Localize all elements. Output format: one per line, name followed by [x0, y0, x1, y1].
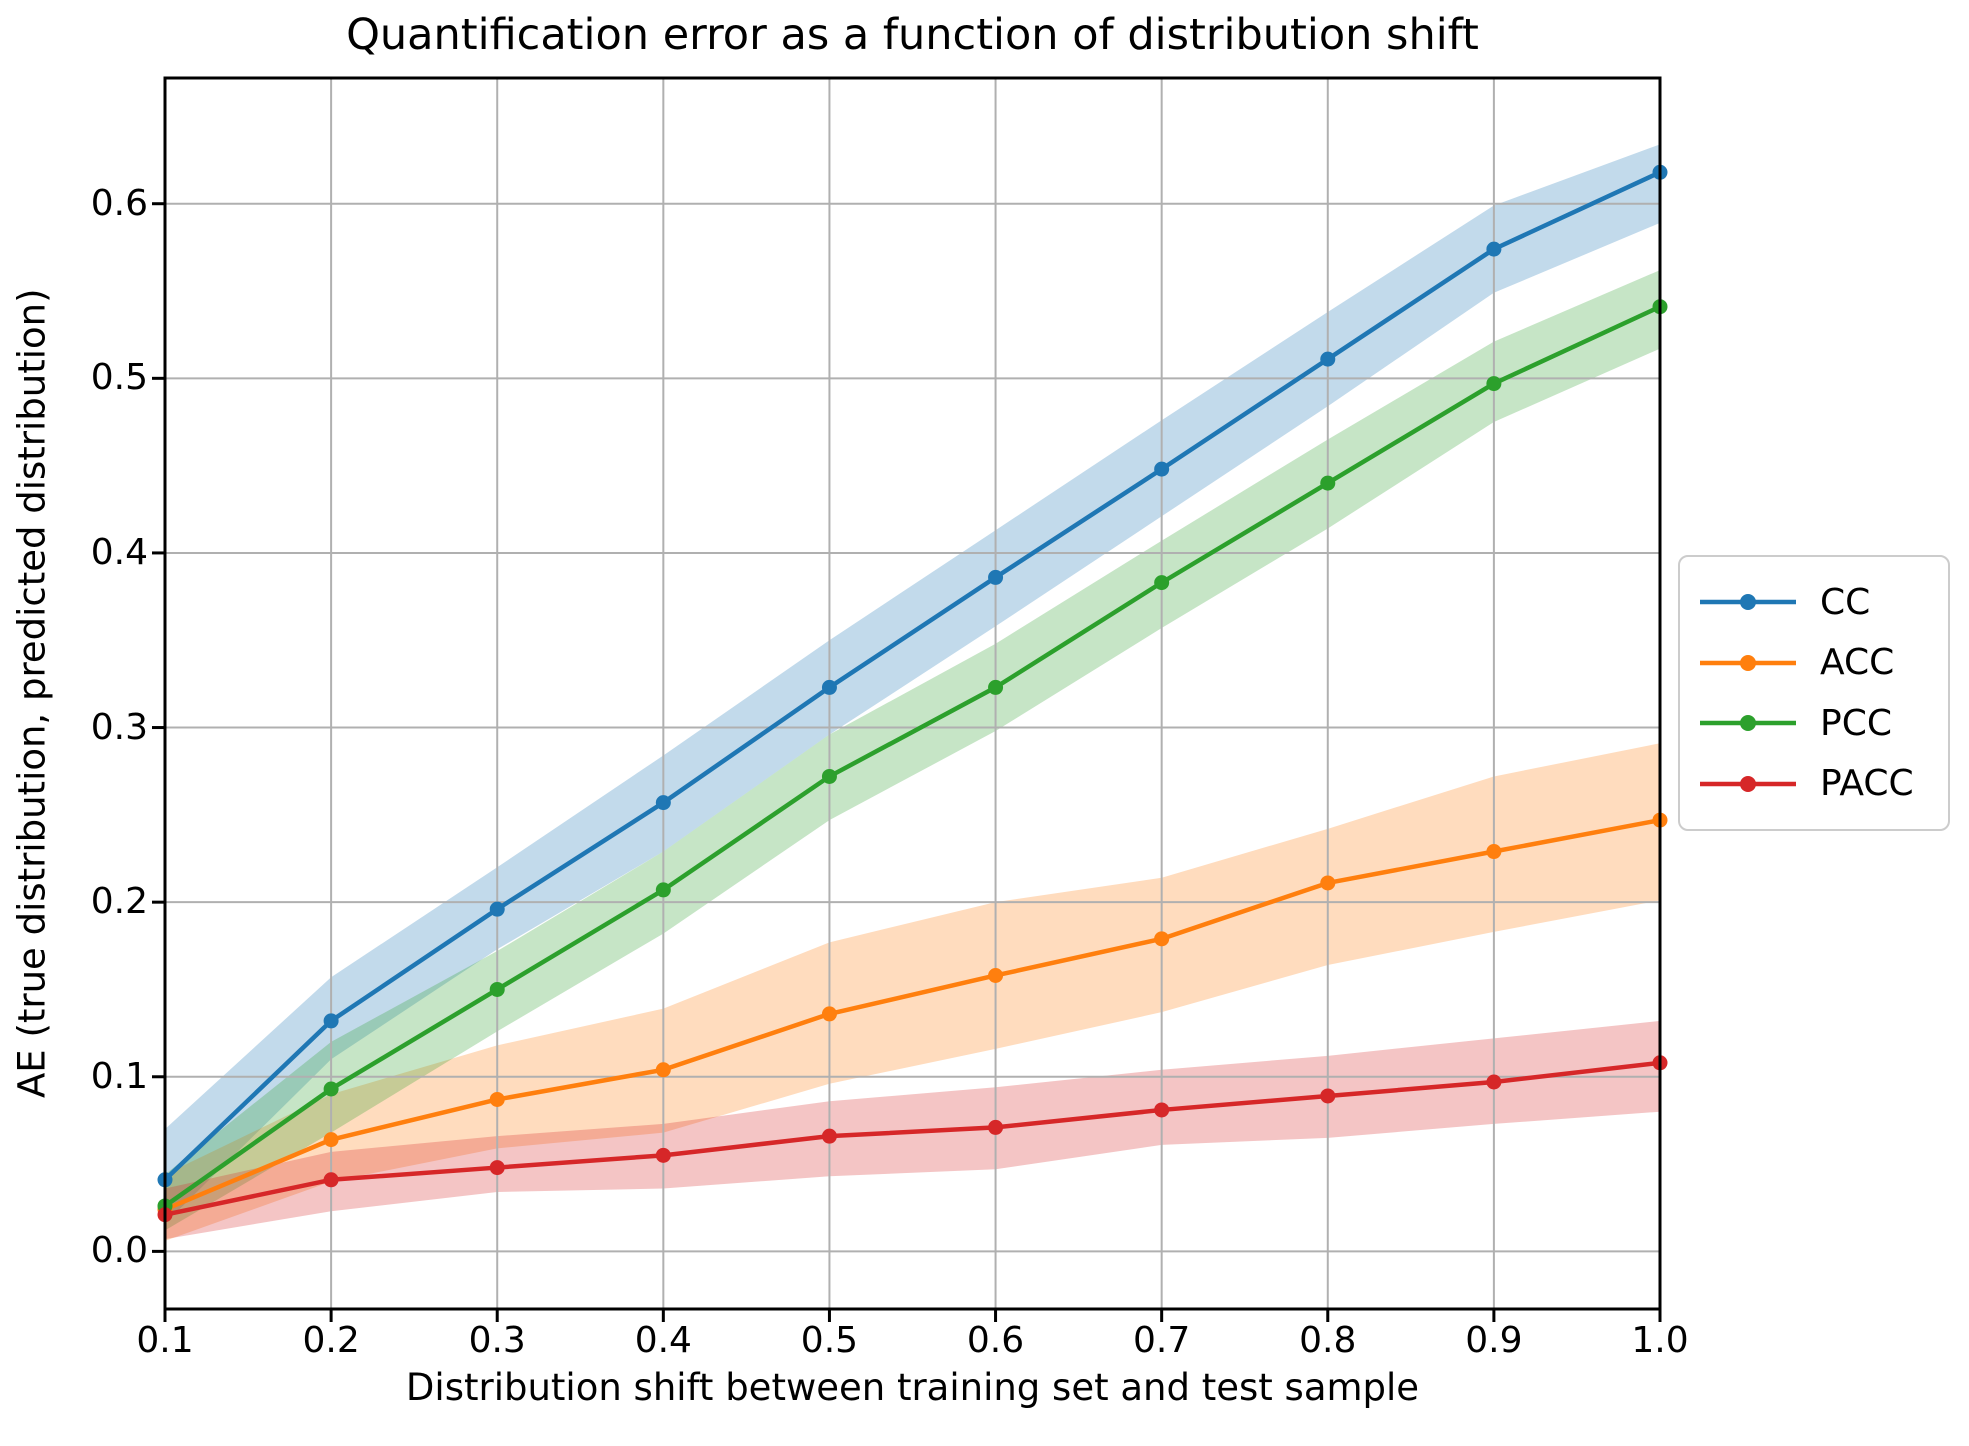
- marker-pacc: [988, 1119, 1004, 1135]
- legend-item-pcc: PCC: [1698, 694, 1930, 752]
- marker-pcc: [1486, 376, 1502, 392]
- marker-acc: [821, 1006, 837, 1022]
- x-tick-label: 0.3: [468, 1320, 526, 1361]
- x-tick-label: 0.2: [302, 1320, 360, 1361]
- marker-cc: [821, 679, 837, 695]
- legend-swatch-icon: [1700, 775, 1796, 792]
- marker-pcc: [1320, 475, 1336, 491]
- marker-cc: [988, 569, 1004, 585]
- x-tick-label: 0.4: [634, 1320, 692, 1361]
- marker-pacc: [821, 1128, 837, 1144]
- legend-item-cc: CC: [1698, 573, 1930, 631]
- legend-label: ACC: [1820, 642, 1895, 684]
- marker-cc: [323, 1013, 339, 1029]
- marker-acc: [1320, 875, 1336, 891]
- band-acc: [165, 743, 1660, 1241]
- legend-label: CC: [1820, 581, 1871, 623]
- marker-cc: [655, 795, 671, 811]
- marker-cc: [1320, 351, 1336, 367]
- marker-pacc: [323, 1172, 339, 1188]
- x-axis-label: Distribution shift between training set …: [405, 1366, 1420, 1409]
- marker-pacc: [1486, 1074, 1502, 1090]
- band-cc: [165, 144, 1660, 1224]
- marker-cc: [1486, 241, 1502, 257]
- marker-pcc: [655, 882, 671, 898]
- line-acc: [164, 817, 1661, 1212]
- y-tick-label: 0.6: [90, 182, 148, 224]
- legend-swatch-icon: [1700, 715, 1796, 732]
- marker-pcc: [489, 981, 505, 997]
- y-tick-label: 0.3: [90, 706, 148, 748]
- legend: CC ACC PCC PACC: [1678, 555, 1950, 831]
- x-tick-label: 0.6: [966, 1320, 1025, 1361]
- legend-label: PCC: [1820, 702, 1892, 744]
- marker-pcc: [1154, 575, 1170, 591]
- marker-cc: [1154, 461, 1170, 477]
- legend-item-acc: ACC: [1698, 634, 1930, 692]
- legend-swatch-icon: [1700, 654, 1796, 671]
- marker-acc: [655, 1062, 671, 1078]
- line-pacc: [164, 1060, 1661, 1217]
- y-tick-label: 0.5: [90, 357, 148, 399]
- legend-swatch-icon: [1700, 594, 1796, 610]
- marker-pacc: [655, 1147, 671, 1163]
- x-tick-label: 0.9: [1465, 1320, 1523, 1361]
- y-tick-label: 0.4: [90, 531, 148, 573]
- marker-cc: [489, 901, 505, 917]
- y-tick-label: 0.1: [90, 1055, 148, 1097]
- marker-pcc: [821, 768, 837, 784]
- x-tick-label: 0.7: [1133, 1320, 1191, 1361]
- marker-acc: [1154, 931, 1170, 947]
- x-tick-label: 0.1: [136, 1320, 194, 1361]
- y-tick-label: 0.2: [90, 881, 148, 923]
- legend-item-pacc: PACC: [1698, 755, 1930, 813]
- marker-pcc: [988, 679, 1004, 695]
- line-pcc: [163, 304, 1661, 1208]
- y-tick-label: 0.0: [90, 1230, 148, 1272]
- marker-pcc: [323, 1081, 339, 1097]
- marker-acc: [988, 967, 1004, 983]
- x-tick-label: 1.0: [1631, 1320, 1689, 1361]
- marker-acc: [1486, 844, 1502, 860]
- legend-label: PACC: [1820, 763, 1914, 805]
- chart-title: Quantification error as a function of di…: [346, 10, 1479, 60]
- marker-acc: [323, 1132, 339, 1148]
- x-tick-label: 0.5: [800, 1320, 859, 1361]
- line-cc: [163, 170, 1661, 1182]
- x-tick-label: 0.8: [1299, 1320, 1357, 1361]
- marker-pacc: [1320, 1088, 1336, 1104]
- marker-pacc: [489, 1160, 505, 1176]
- marker-acc: [489, 1091, 505, 1107]
- plot-border: [163, 76, 1662, 1311]
- marker-pacc: [1154, 1102, 1170, 1118]
